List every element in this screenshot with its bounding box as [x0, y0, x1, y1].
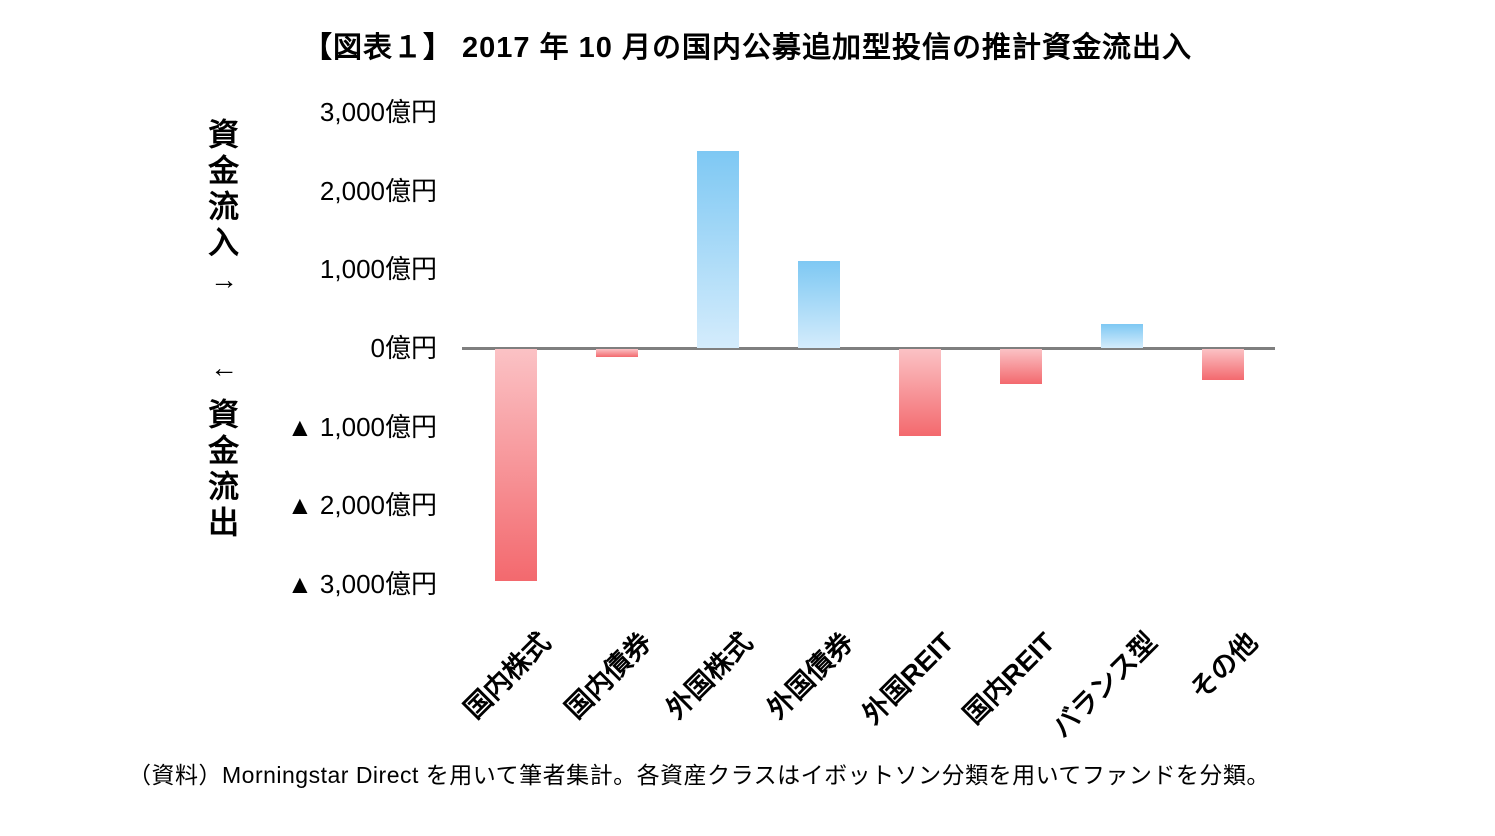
x-axis-label: 国内株式	[458, 626, 557, 725]
y-axis-tick-label: ▲ 1,000億円	[286, 411, 437, 442]
outflow-arrow-icon: ←	[210, 352, 238, 383]
y-axis-tick-label: 2,000億円	[319, 175, 437, 206]
bar-国内株式	[495, 349, 537, 582]
inflow-arrow-icon: →	[210, 264, 238, 295]
x-axis-label: 外国株式	[660, 626, 759, 725]
bar-国内債券	[596, 349, 638, 357]
x-axis-label: 外国REIT	[857, 626, 961, 730]
zero-axis-line	[462, 347, 1275, 350]
y-axis-tick-label: 3,000億円	[319, 96, 437, 127]
y-axis-title-outflow: 資金流出	[203, 398, 239, 542]
y-axis-tick-label: ▲ 2,000億円	[286, 490, 437, 521]
bar-国内REIT	[1000, 349, 1042, 385]
bar-外国株式	[697, 151, 739, 348]
chart-title: 【図表１】 2017 年 10 月の国内公募追加型投信の推計資金流出入	[302, 32, 1192, 64]
x-axis-label: 国内債券	[559, 626, 658, 725]
x-axis-label: 外国債券	[761, 626, 860, 725]
x-axis-label: バランス型	[1045, 626, 1163, 744]
x-axis-label: その他	[1184, 626, 1264, 706]
source-note: （資料）Morningstar Direct を用いて筆者集計。各資産クラスはイ…	[128, 762, 1270, 788]
bar-外国REIT	[899, 349, 941, 436]
y-axis-tick-label: 0億円	[370, 333, 437, 363]
y-axis-title-inflow: 資金流入	[203, 118, 239, 262]
bar-バランス型	[1101, 324, 1143, 348]
bar-外国債券	[798, 261, 840, 348]
bar-その他	[1202, 349, 1244, 381]
y-axis-tick-label: ▲ 3,000億円	[286, 569, 437, 599]
y-axis-tick-label: 1,000億円	[319, 254, 437, 285]
